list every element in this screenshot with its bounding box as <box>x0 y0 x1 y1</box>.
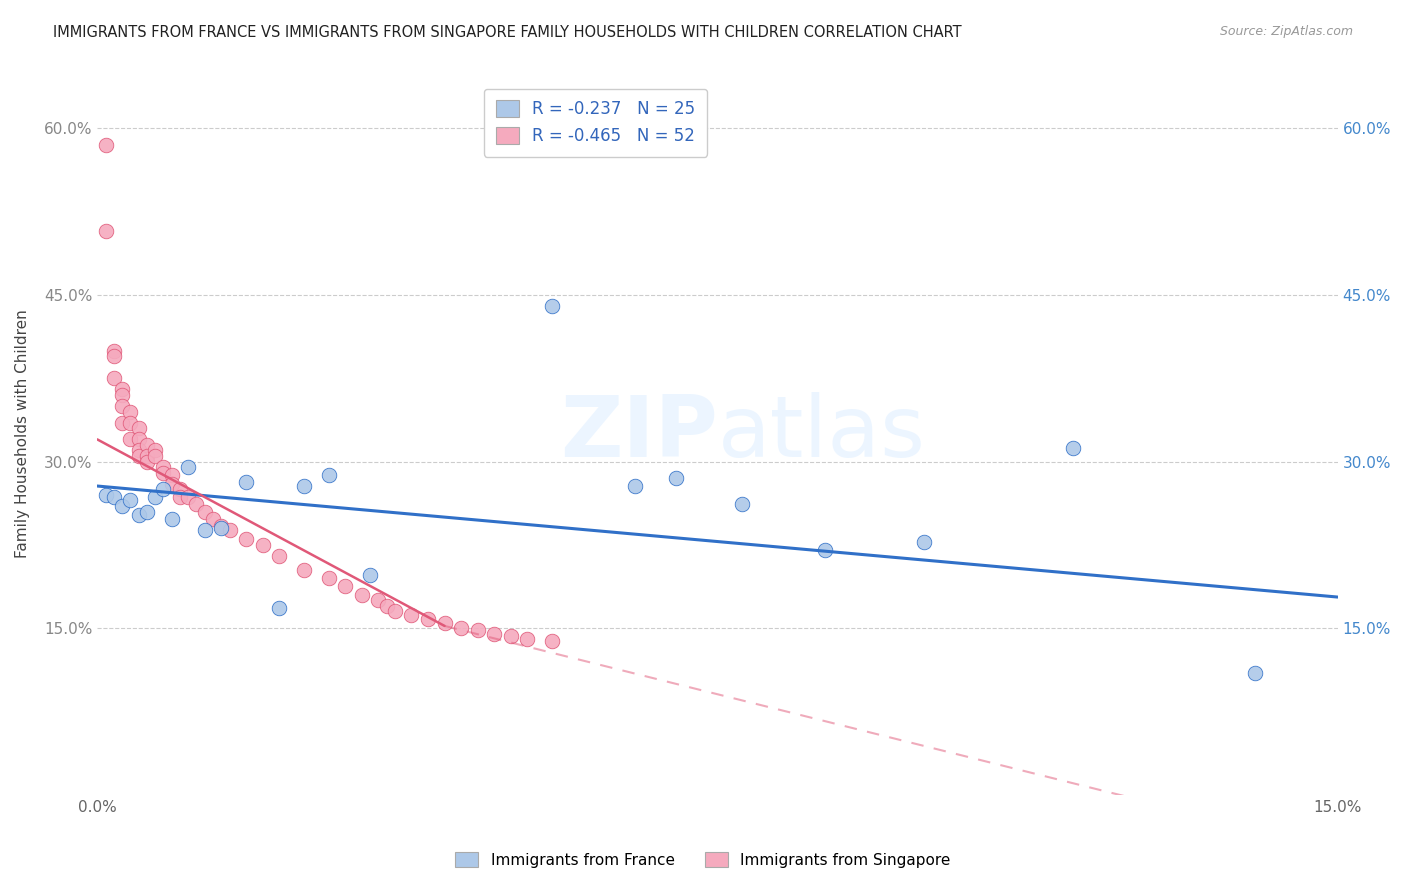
Point <box>450 621 472 635</box>
Point <box>814 543 837 558</box>
Y-axis label: Family Households with Children: Family Households with Children <box>15 310 30 558</box>
Point <box>375 599 398 613</box>
Point <box>202 512 225 526</box>
Point <box>169 483 191 497</box>
Point <box>467 624 489 638</box>
Point <box>731 497 754 511</box>
Point <box>1244 665 1267 680</box>
Point <box>152 460 174 475</box>
Point <box>209 519 232 533</box>
Text: IMMIGRANTS FROM FRANCE VS IMMIGRANTS FROM SINGAPORE FAMILY HOUSEHOLDS WITH CHILD: IMMIGRANTS FROM FRANCE VS IMMIGRANTS FRO… <box>53 25 962 40</box>
Point <box>186 497 208 511</box>
Point <box>433 615 456 630</box>
Point <box>135 454 157 468</box>
Point <box>416 612 439 626</box>
Point <box>120 416 142 430</box>
Point <box>292 563 315 577</box>
Point <box>292 479 315 493</box>
Point <box>499 629 522 643</box>
Text: Source: ZipAtlas.com: Source: ZipAtlas.com <box>1219 25 1353 38</box>
Point <box>94 224 117 238</box>
Point <box>359 567 381 582</box>
Point <box>111 388 134 402</box>
Point <box>318 571 340 585</box>
Point <box>111 399 134 413</box>
Point <box>128 433 150 447</box>
Point <box>252 538 274 552</box>
Point <box>912 534 935 549</box>
Point <box>318 467 340 482</box>
Legend: Immigrants from France, Immigrants from Singapore: Immigrants from France, Immigrants from … <box>450 846 956 873</box>
Point <box>160 467 183 482</box>
Point <box>169 490 191 504</box>
Point <box>516 632 538 647</box>
Text: atlas: atlas <box>717 392 925 475</box>
Point <box>367 593 389 607</box>
Point <box>128 508 150 522</box>
Text: ZIP: ZIP <box>560 392 717 475</box>
Point <box>235 475 257 489</box>
Point <box>128 449 150 463</box>
Legend: R = -0.237   N = 25, R = -0.465   N = 52: R = -0.237 N = 25, R = -0.465 N = 52 <box>484 88 707 156</box>
Point <box>218 524 240 538</box>
Point <box>94 138 117 153</box>
Point <box>209 521 232 535</box>
Point <box>103 343 125 358</box>
Point <box>94 488 117 502</box>
Point <box>541 634 564 648</box>
Point <box>269 601 291 615</box>
Point <box>128 421 150 435</box>
Point <box>235 533 257 547</box>
Point <box>103 490 125 504</box>
Point <box>350 588 373 602</box>
Point <box>160 512 183 526</box>
Point <box>1062 442 1084 456</box>
Point <box>135 438 157 452</box>
Point <box>177 490 200 504</box>
Point <box>143 449 166 463</box>
Point <box>541 299 564 313</box>
Point <box>120 404 142 418</box>
Point <box>120 493 142 508</box>
Point <box>269 549 291 563</box>
Point <box>194 524 217 538</box>
Point <box>335 579 357 593</box>
Point <box>135 505 157 519</box>
Point <box>128 443 150 458</box>
Point <box>384 605 406 619</box>
Point <box>665 471 688 485</box>
Point <box>482 626 505 640</box>
Point <box>401 607 423 622</box>
Point <box>143 443 166 458</box>
Point <box>120 433 142 447</box>
Point <box>194 505 217 519</box>
Point <box>111 416 134 430</box>
Point <box>152 466 174 480</box>
Point <box>111 383 134 397</box>
Point <box>103 371 125 385</box>
Point <box>135 449 157 463</box>
Point <box>111 499 134 513</box>
Point <box>143 490 166 504</box>
Point <box>152 483 174 497</box>
Point <box>177 460 200 475</box>
Point <box>623 479 645 493</box>
Point <box>103 349 125 363</box>
Point <box>160 476 183 491</box>
